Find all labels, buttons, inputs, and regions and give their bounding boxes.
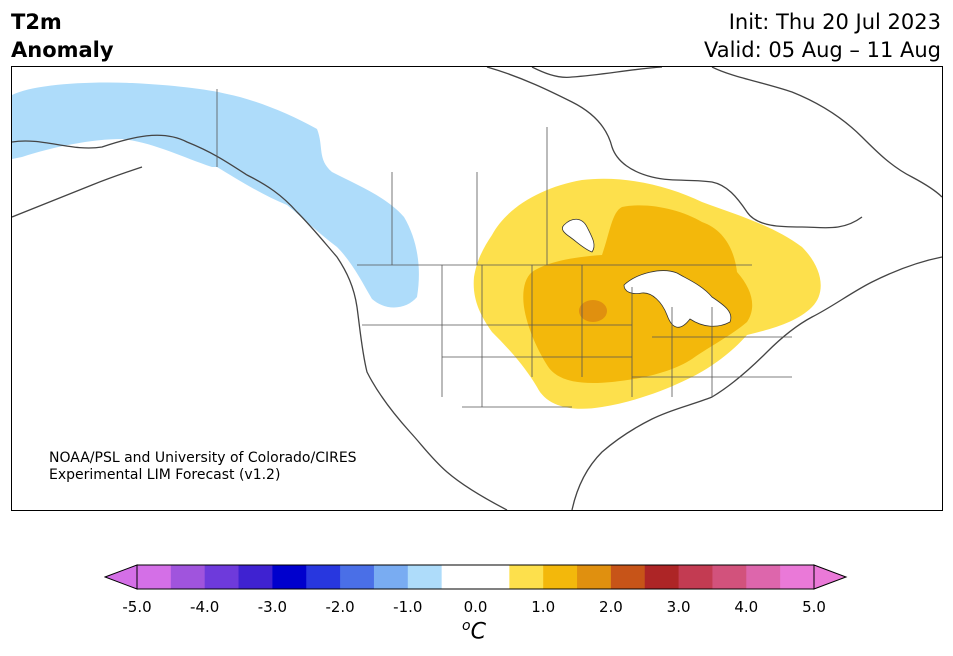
colorbar-tick-label: 1.0 [531, 598, 556, 616]
init-date: Init: Thu 20 Jul 2023 [728, 10, 941, 34]
colorbar-over-arrow [813, 564, 848, 590]
colorbar-unit: oC [462, 618, 486, 644]
colorbar-under-arrow [104, 564, 138, 590]
title-line-2: Anomaly [11, 38, 114, 62]
colorbar-tick-label: 2.0 [598, 598, 623, 616]
colorbar-cell [610, 565, 646, 589]
colorbar-tick-label: -5.0 [122, 598, 152, 616]
colorbar-cell [712, 565, 747, 589]
credit-line-1: NOAA/PSL and University of Colorado/CIRE… [49, 450, 357, 466]
colorbar-cell [475, 565, 510, 589]
credit-text: NOAA/PSL and University of Colorado/CIRE… [49, 450, 357, 484]
map-panel [11, 66, 943, 511]
valid-range: Valid: 05 Aug – 11 Aug [703, 38, 941, 62]
colorbar-cell [238, 565, 273, 589]
colorbar-tick-label: -4.0 [190, 598, 220, 616]
map-title: T2m Anomaly [11, 8, 114, 64]
colorbar-cell [509, 565, 544, 589]
political-borders [216, 89, 792, 408]
colorbar-cell [644, 565, 680, 589]
colorbar-tick-label: 0.0 [463, 598, 488, 616]
colorbar-cell [272, 565, 307, 589]
colorbar-cell [746, 565, 781, 589]
cold-anomaly-region [12, 82, 419, 308]
peak-warm-anomaly-region [579, 300, 607, 322]
colorbar-tick-label: -3.0 [257, 598, 288, 616]
coastlines [12, 67, 942, 510]
unit-label: C [470, 619, 486, 645]
colorbar-cell [204, 565, 240, 589]
colorbar [104, 564, 848, 590]
colorbar-cell [340, 565, 375, 589]
colorbar-tick-label: 3.0 [666, 598, 691, 616]
colorbar-cell [780, 565, 815, 589]
colorbar-cell [543, 565, 578, 589]
colorbar-ticks: -5.0 -4.0 -3.0 -2.0 -1.0 0.0 1.0 2.0 3.0 4.0 5.0 [0, 598, 953, 618]
colorbar-cell [306, 565, 341, 589]
title-line-1: T2m [11, 10, 62, 34]
colorbar-cell [678, 565, 713, 589]
unit-degree-symbol: o [462, 618, 471, 634]
great-lakes [623, 270, 732, 328]
colorbar-cell [577, 565, 612, 589]
lake-winnipeg [562, 218, 595, 253]
colorbar-outline [136, 564, 815, 590]
colorbar-cells [137, 565, 815, 589]
colorbar-cell [373, 565, 409, 589]
colorbar-tick-label: 4.0 [734, 598, 759, 616]
colorbar-cell [137, 565, 172, 589]
colorbar-cell [407, 565, 443, 589]
colorbar-cell [441, 565, 476, 589]
forecast-dates: Init: Thu 20 Jul 2023 Valid: 05 Aug – 11… [704, 8, 941, 64]
colorbar-tick-label: -1.0 [393, 598, 423, 616]
map-svg [12, 67, 942, 510]
colorbar-tick-label: 5.0 [802, 598, 826, 616]
colorbar-cell [170, 565, 206, 589]
strong-warm-anomaly-region [523, 205, 753, 384]
colorbar-tick-label: -2.0 [325, 598, 355, 616]
credit-line-2: Experimental LIM Forecast (v1.2) [49, 467, 281, 483]
